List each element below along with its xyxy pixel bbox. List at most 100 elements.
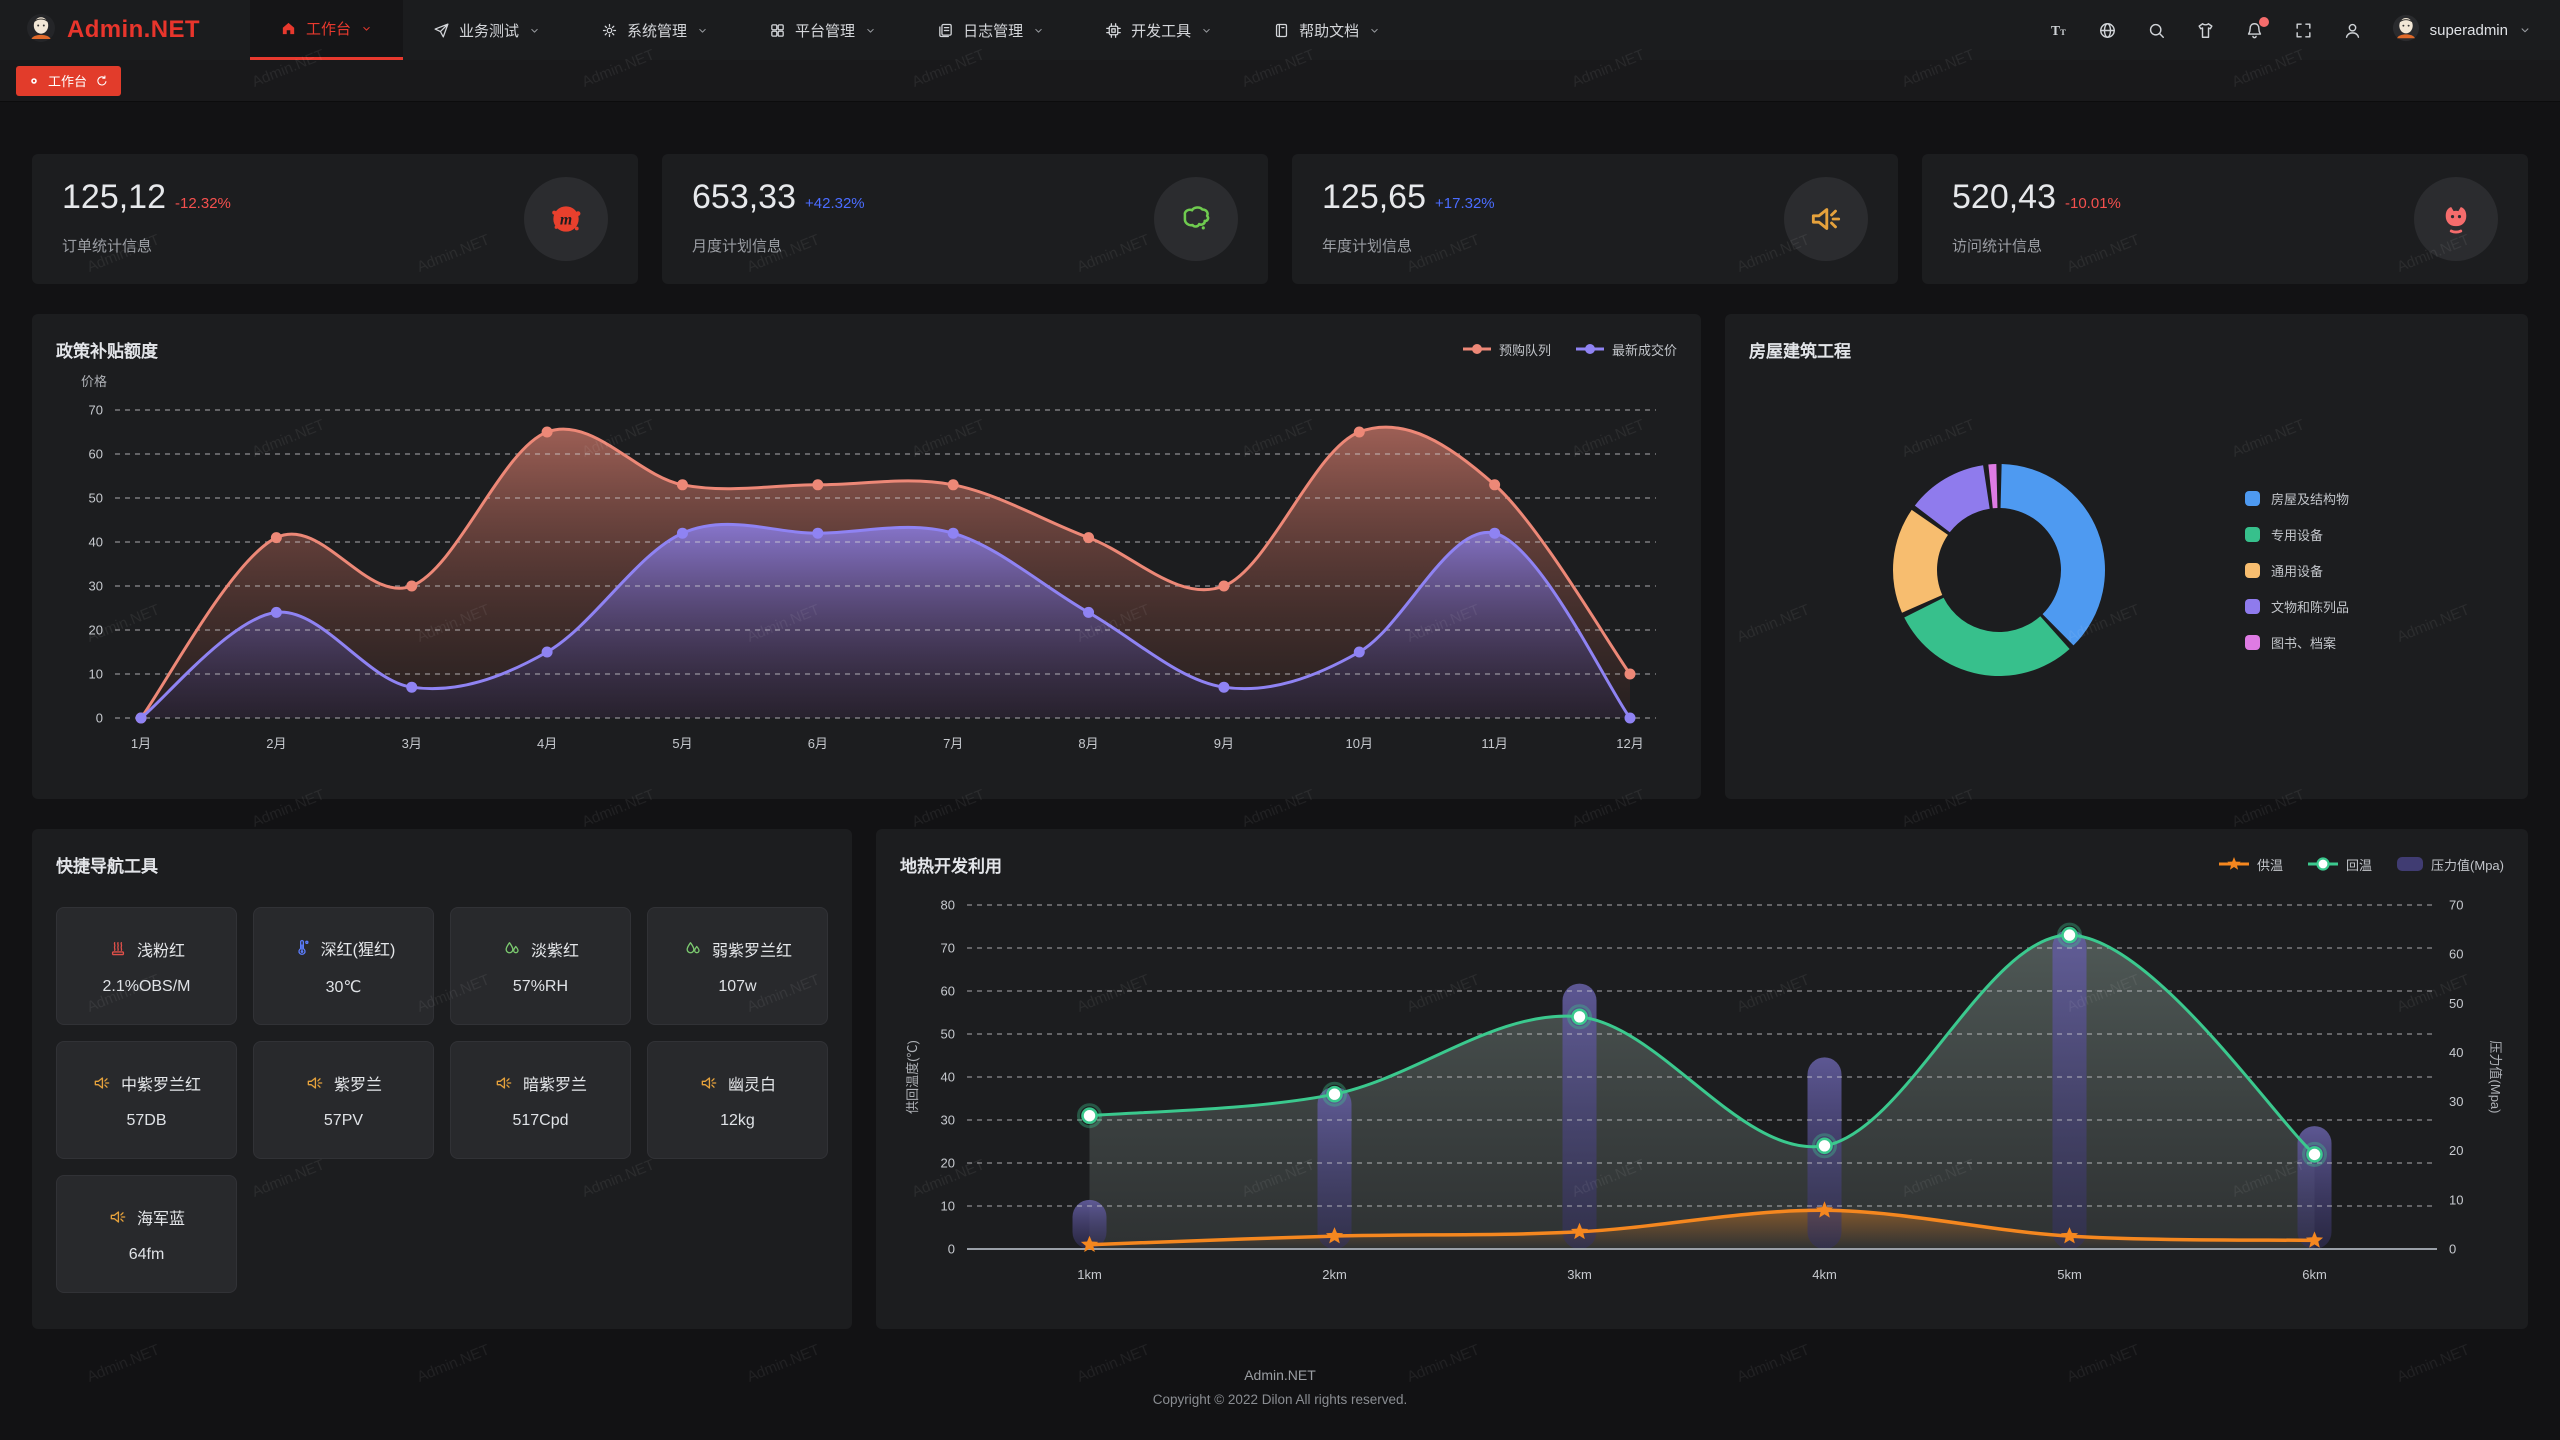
svg-text:2km: 2km [1322,1267,1347,1282]
notification-badge [2258,16,2269,27]
stat-text: 125,65 +17.32% 年度计划信息 [1322,178,1495,260]
menu-item-label: 开发工具 [1131,22,1192,40]
tab-workbench[interactable]: 工作台 [16,65,122,96]
user-menu[interactable]: superadmin [2372,0,2560,60]
building-chart-title: 房屋建筑工程 [1749,341,1852,361]
notification-bell-icon[interactable] [2245,16,2269,40]
speaker-icon [305,1073,325,1093]
quicknav-button-1[interactable]: 浅粉红 2.1%OBS/M [56,907,237,1025]
panel-building-donut: 房屋建筑工程 房屋及结构物 专用设备通用设备文物和陈列品图书、档案 [1725,314,2528,799]
menu-item-1[interactable]: 工作台 [250,0,404,60]
svg-text:30: 30 [2449,1094,2463,1109]
quicknav-value: 12kg [720,1111,755,1129]
donut-wrap: 房屋及结构物 专用设备通用设备文物和陈列品图书、档案 [1749,366,2504,774]
quicknav-button-8[interactable]: 幽灵白 12kg [646,1041,828,1159]
legend-label: 文物和陈列品 [2271,599,2350,615]
menu-item-label: 帮助文档 [1299,22,1360,40]
svg-text:20: 20 [2449,1143,2463,1158]
quicknav-button-5[interactable]: 中紫罗兰红 57DB [56,1041,237,1159]
speaker-icon [92,1073,112,1093]
svg-text:70: 70 [89,403,103,418]
legend-item-回温[interactable]: 回温 [2307,855,2372,874]
donut-legend-item-1[interactable]: 房屋及结构物 [2245,489,2349,508]
legend-swatch [2245,598,2261,614]
svg-text:1km: 1km [1077,1267,1102,1282]
svg-text:0: 0 [96,711,103,726]
quicknav-button-3[interactable]: 淡紫红 57%RH [449,907,631,1025]
subsidy-chart-legend: 预购队列 最新成交价 [1462,340,1677,359]
humidity-icon [502,939,522,959]
donut-legend-item-3[interactable]: 通用设备 [2245,561,2349,580]
svg-text:30: 30 [941,1113,955,1128]
legend-label: 通用设备 [2271,563,2324,579]
menu-item-3[interactable]: 系统管理 [571,0,739,60]
theme-icon[interactable] [2196,21,2215,40]
stat-delta: +42.32% [805,195,865,212]
svg-text:7月: 7月 [943,736,963,751]
quicknav-value: 30℃ [325,978,362,996]
quicknav-button-6[interactable]: 紫罗兰 57PV [252,1041,434,1159]
legend-item-最新成交价[interactable]: 最新成交价 [1575,340,1677,359]
fullscreen-icon[interactable] [2294,21,2313,40]
stats-row: 125,12 -12.32% 订单统计信息 m 653,33 +42.32% 月度计划信息 1… [32,154,2528,284]
svg-text:10月: 10月 [1346,736,1373,751]
svg-text:0: 0 [948,1242,955,1257]
stat-label: 月度计划信息 [692,238,783,255]
quicknav-value: 2.1%OBS/M [102,977,191,995]
svg-text:60: 60 [2449,947,2463,962]
menu-item-label: 平台管理 [795,22,856,40]
legend-item-压力值(Mpa)[interactable]: 压力值(Mpa) [2396,855,2504,874]
chevron-down-icon [2518,23,2532,37]
menu-item-2[interactable]: 业务测试 [403,0,571,60]
language-icon[interactable] [2098,21,2117,40]
svg-text:5月: 5月 [672,736,692,751]
stat-card-1: 125,12 -12.32% 订单统计信息 m [32,154,638,284]
stat-value: 653,33 [692,178,796,216]
quicknav-grid: 浅粉红 2.1%OBS/M 深红(猩红) 30℃ 淡紫红 57%RH 弱紫罗兰红 107w 中紫… [56,907,828,1293]
cat-icon [2414,177,2498,261]
legend-label: 回温 [2346,857,2373,873]
legend-swatch [2245,490,2261,506]
menu-item-5[interactable]: 日志管理 [907,0,1075,60]
legend-item-供温[interactable]: 供温 [2218,855,2283,874]
brand[interactable]: Admin.NET [0,0,250,60]
quicknav-button-4[interactable]: 弱紫罗兰红 107w [646,907,828,1025]
donut-legend-item-5[interactable]: 图书、档案 [2245,633,2349,652]
panel-head: 房屋建筑工程 [1749,332,2504,366]
stat-delta: -12.32% [175,195,231,212]
send-icon [433,22,450,39]
stat-value: 520,43 [1952,178,2056,216]
legend-label: 预购队列 [1498,342,1551,358]
stat-delta: -10.01% [2065,195,2121,212]
search-icon[interactable] [2147,21,2166,40]
legend-label: 压力值(Mpa) [2431,857,2504,873]
legend-swatch [2245,634,2261,650]
refresh-icon[interactable] [95,74,109,88]
speaker-icon [494,1073,514,1093]
user-icon[interactable] [2343,21,2362,40]
menu-item-7[interactable]: 帮助文档 [1243,0,1411,60]
menu-item-label: 业务测试 [459,22,520,40]
quicknav-button-9[interactable]: 海军蓝 64fm [56,1175,237,1293]
quicknav-button-7[interactable]: 暗紫罗兰 517Cpd [449,1041,631,1159]
svg-text:40: 40 [941,1070,955,1085]
legend-item-预购队列[interactable]: 预购队列 [1462,340,1551,359]
quicknav-button-2[interactable]: 深红(猩红) 30℃ [252,907,434,1025]
svg-text:30: 30 [89,579,103,594]
menu-item-4[interactable]: 平台管理 [739,0,907,60]
grid-icon [769,22,786,39]
svg-text:4月: 4月 [537,736,557,751]
thermometer-icon [292,938,312,958]
donut-legend-item-4[interactable]: 文物和陈列品 [2245,597,2349,616]
donut-legend-item-2[interactable]: 专用设备 [2245,525,2349,544]
speaker-icon [108,1207,128,1227]
tab-bar: 工作台 [0,60,2560,102]
svg-text:70: 70 [941,941,955,956]
panel-geothermal-chart: 地热开发利用 供温 回温 压力值(Mpa) 0 10 20 30 40 50 60 70 80 0 10… [875,829,2528,1329]
home-icon [280,20,297,37]
menu-item-6[interactable]: 开发工具 [1075,0,1243,60]
